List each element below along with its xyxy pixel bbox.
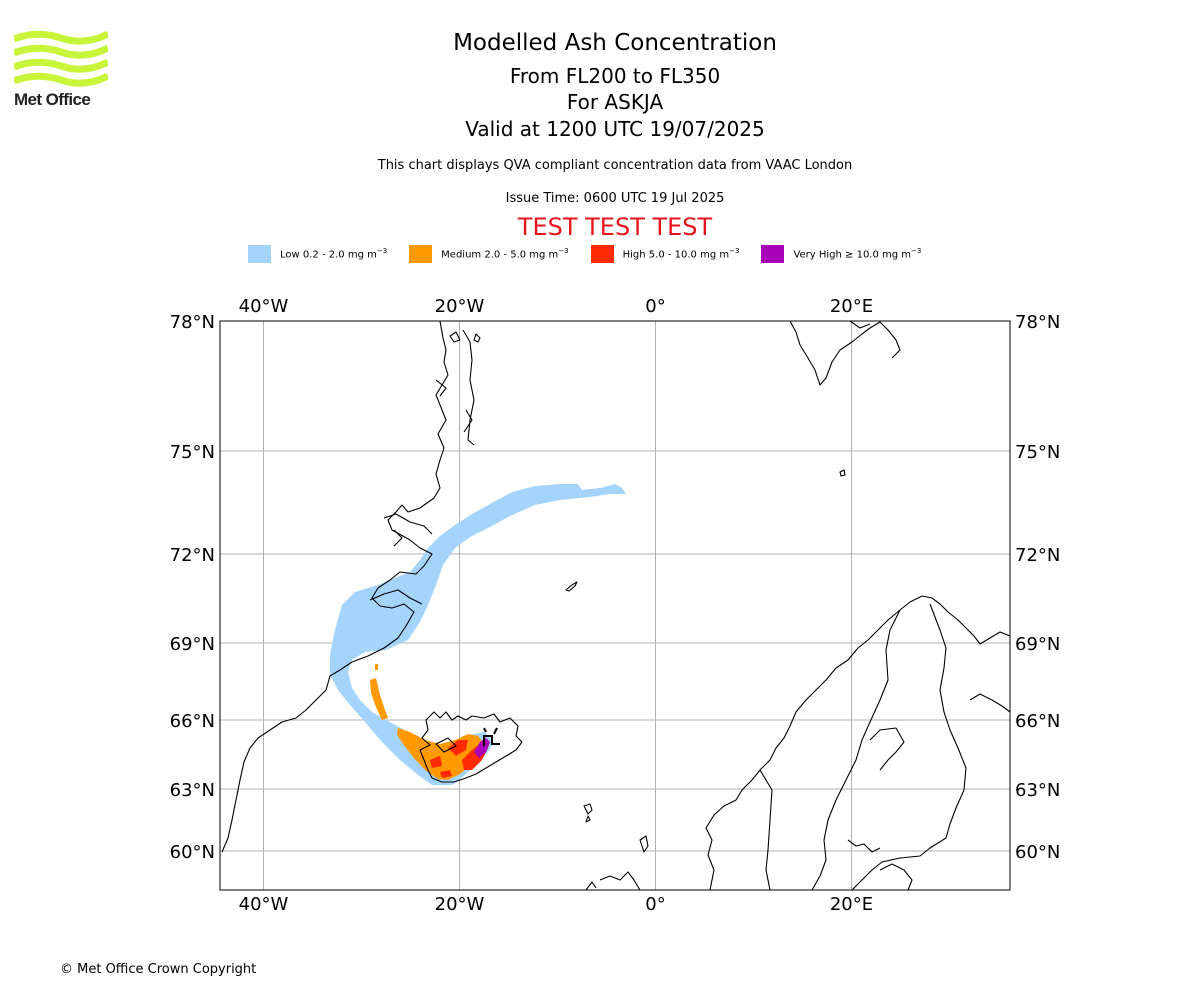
wave-logo-icon [12, 30, 110, 87]
lat-tick-left-3: 69°N [170, 634, 215, 655]
lat-tick-right-6: 60°N [1015, 842, 1060, 863]
test-banner: TEST TEST TEST [517, 213, 713, 241]
lon-tick-top-2: 0° [645, 296, 665, 317]
lon-tick-bottom-1: 20°W [435, 894, 485, 915]
lon-tick-top-0: 40°W [239, 296, 289, 317]
legend-label-medium: Medium 2.0 - 5.0 mg m−3 [441, 247, 569, 261]
legend-swatch-high [590, 245, 614, 263]
lon-tick-bottom-2: 0° [645, 894, 665, 915]
legend-item-very-high: Very High ≥ 10.0 mg m−3 [761, 245, 921, 263]
lon-tick-top-1: 20°W [435, 296, 485, 317]
legend-item-medium: Medium 2.0 - 5.0 mg m−3 [409, 245, 569, 263]
legend-label-high: High 5.0 - 10.0 mg m−3 [622, 247, 740, 261]
map-frame [219, 320, 1011, 891]
logo-wave-2 [12, 58, 110, 73]
lon-tick-top-3: 20°E [830, 296, 873, 317]
map-gridlines [220, 320, 1010, 890]
lat-tick-left-5: 63°N [170, 780, 215, 801]
valid-time: Valid at 1200 UTC 19/07/2025 [465, 117, 765, 141]
map-content [221, 321, 1010, 890]
flight-levels: From FL200 to FL350 [509, 64, 721, 88]
axis-tick-labels: 40°W 40°W 20°W 20°W 0° 0° 20°E 20°E 78°N 78°N 75°N… [170, 296, 1061, 915]
ash-very-high-region [474, 738, 490, 758]
chart-title: Modelled Ash Concentration [453, 30, 777, 56]
logo-wave-0 [12, 30, 110, 45]
legend-label-very-high: Very High ≥ 10.0 mg m−3 [793, 247, 922, 261]
lat-tick-left-4: 66°N [170, 711, 215, 732]
legend-item-high: High 5.0 - 10.0 mg m−3 [590, 245, 740, 263]
lat-tick-left-6: 60°N [170, 842, 215, 863]
logo-wave-3 [12, 72, 110, 87]
logo-wave-1 [12, 44, 110, 59]
legend-label-low: Low 0.2 - 2.0 mg m−3 [280, 247, 388, 261]
met-office-logo: Met Office [12, 28, 110, 114]
legend: Low 0.2 - 2.0 mg m−3 Medium 2.0 - 5.0 mg… [248, 244, 943, 264]
lat-tick-right-5: 63°N [1015, 780, 1060, 801]
logo-wordmark: Met Office [14, 90, 91, 109]
chart-description: This chart displays QVA compliant concen… [377, 158, 853, 173]
copyright-notice: © Met Office Crown Copyright [60, 962, 257, 977]
lat-tick-right-3: 69°N [1015, 634, 1060, 655]
lat-tick-right-2: 72°N [1015, 545, 1060, 566]
lon-tick-bottom-3: 20°E [830, 894, 873, 915]
volcano-name: For ASKJA [566, 90, 664, 114]
lon-tick-bottom-0: 40°W [239, 894, 289, 915]
lat-tick-right-1: 75°N [1015, 442, 1060, 463]
lat-tick-left-1: 75°N [170, 442, 215, 463]
legend-swatch-very-high [761, 245, 785, 263]
legend-swatch-medium [409, 245, 433, 263]
issue-time: Issue Time: 0600 UTC 19 Jul 2025 [505, 191, 725, 206]
legend-item-low: Low 0.2 - 2.0 mg m−3 [248, 245, 387, 263]
lat-tick-left-0: 78°N [170, 312, 215, 333]
coastlines [221, 321, 1010, 890]
lat-tick-left-2: 72°N [170, 545, 215, 566]
lat-tick-right-0: 78°N [1015, 312, 1060, 333]
legend-swatch-low [248, 245, 271, 263]
volcano-marker-icon [483, 727, 500, 746]
ash-low-region [330, 484, 626, 785]
lat-tick-right-4: 66°N [1015, 711, 1060, 732]
